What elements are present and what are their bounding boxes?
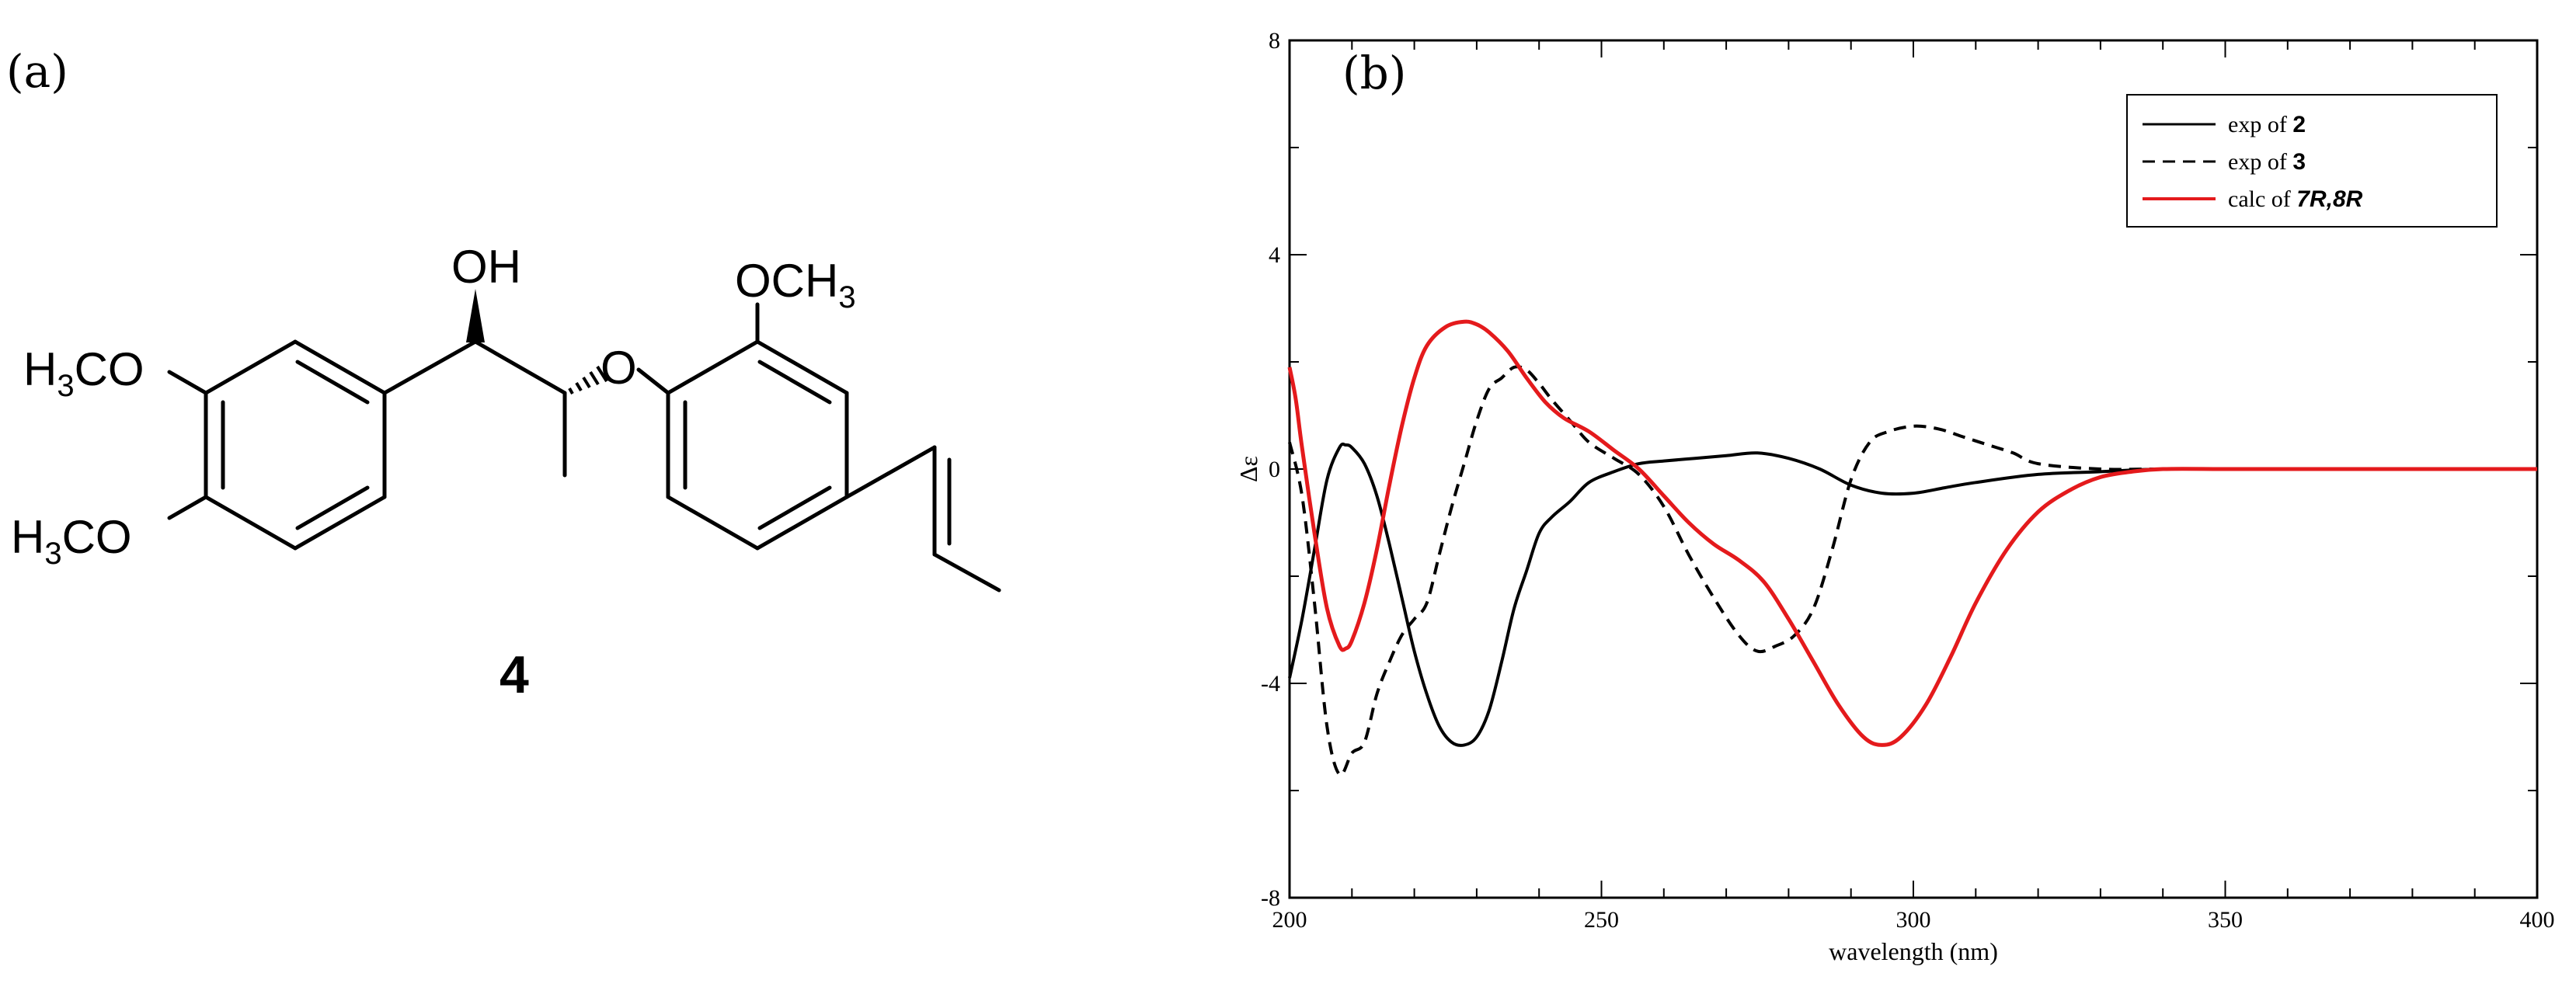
legend-label-exp2: exp of 2 [2228, 112, 2306, 137]
x-axis-label: wavelength (nm) [1829, 937, 1998, 965]
c1-c7-bond [382, 339, 478, 395]
y-tick-label: 8 [1269, 28, 1280, 54]
y-tick-label: -4 [1261, 671, 1280, 697]
ether-aryl-bond [636, 367, 670, 395]
legend-label-calc: calc of 7R,8R [2228, 186, 2363, 212]
h3co-upper-label: H3CO [23, 343, 144, 403]
panel-b-label: (b) [1342, 47, 1406, 99]
axis-ticks [1289, 40, 2538, 898]
propenyl-bond-1 [844, 445, 937, 499]
ether-oxygen-label: O [600, 342, 637, 394]
x-tick-label: 200 [1272, 907, 1307, 933]
molecule-structure: OH O OCH3 H3CO H3CO [11, 241, 1001, 593]
right-benzene-ring [666, 339, 849, 551]
series-layer [1287, 319, 2537, 777]
x-tick-label: 400 [2520, 907, 2555, 933]
x-tick-label: 250 [1584, 907, 1619, 933]
panel-b: (b) 200 250 300 350 400 -8 -4 0 4 8 wavelength (… [1234, 28, 2555, 965]
methoxy-bond-lower [167, 495, 208, 520]
panel-a-label: (a) [6, 45, 68, 98]
wedge-bond-oh [466, 289, 485, 342]
series-line-exp2 [1288, 442, 2537, 747]
h3co-lower-label: H3CO [11, 511, 132, 571]
hashed-bond-ether [568, 365, 608, 394]
propenyl-bond-3 [932, 552, 1001, 593]
y-tick-label: -8 [1261, 885, 1280, 911]
series-line-calc [1287, 319, 2537, 747]
y-tick-label: 4 [1269, 242, 1280, 268]
legend: exp of 2 exp of 3 calc of 7R,8R [2126, 94, 2498, 228]
y-tick-labels: -8 -4 0 4 8 [1261, 28, 1280, 911]
panel-a: (a) [6, 45, 1001, 704]
legend-label-exp3: exp of 3 [2228, 149, 2306, 175]
y-axis-label: Δε [1234, 456, 1262, 482]
methoxy-bond-upper [167, 370, 208, 395]
compound-number: 4 [500, 645, 529, 704]
x-tick-label: 300 [1896, 907, 1931, 933]
x-tick-labels: 200 250 300 350 400 [1272, 907, 2555, 933]
y-tick-label: 0 [1269, 457, 1280, 482]
och3-label: OCH3 [735, 255, 856, 315]
oh-label: OH [451, 241, 521, 293]
c7-c8-bond [473, 339, 567, 395]
x-tick-label: 350 [2208, 907, 2243, 933]
left-benzene-ring [204, 339, 387, 551]
series-line-exp3 [1288, 365, 2537, 777]
